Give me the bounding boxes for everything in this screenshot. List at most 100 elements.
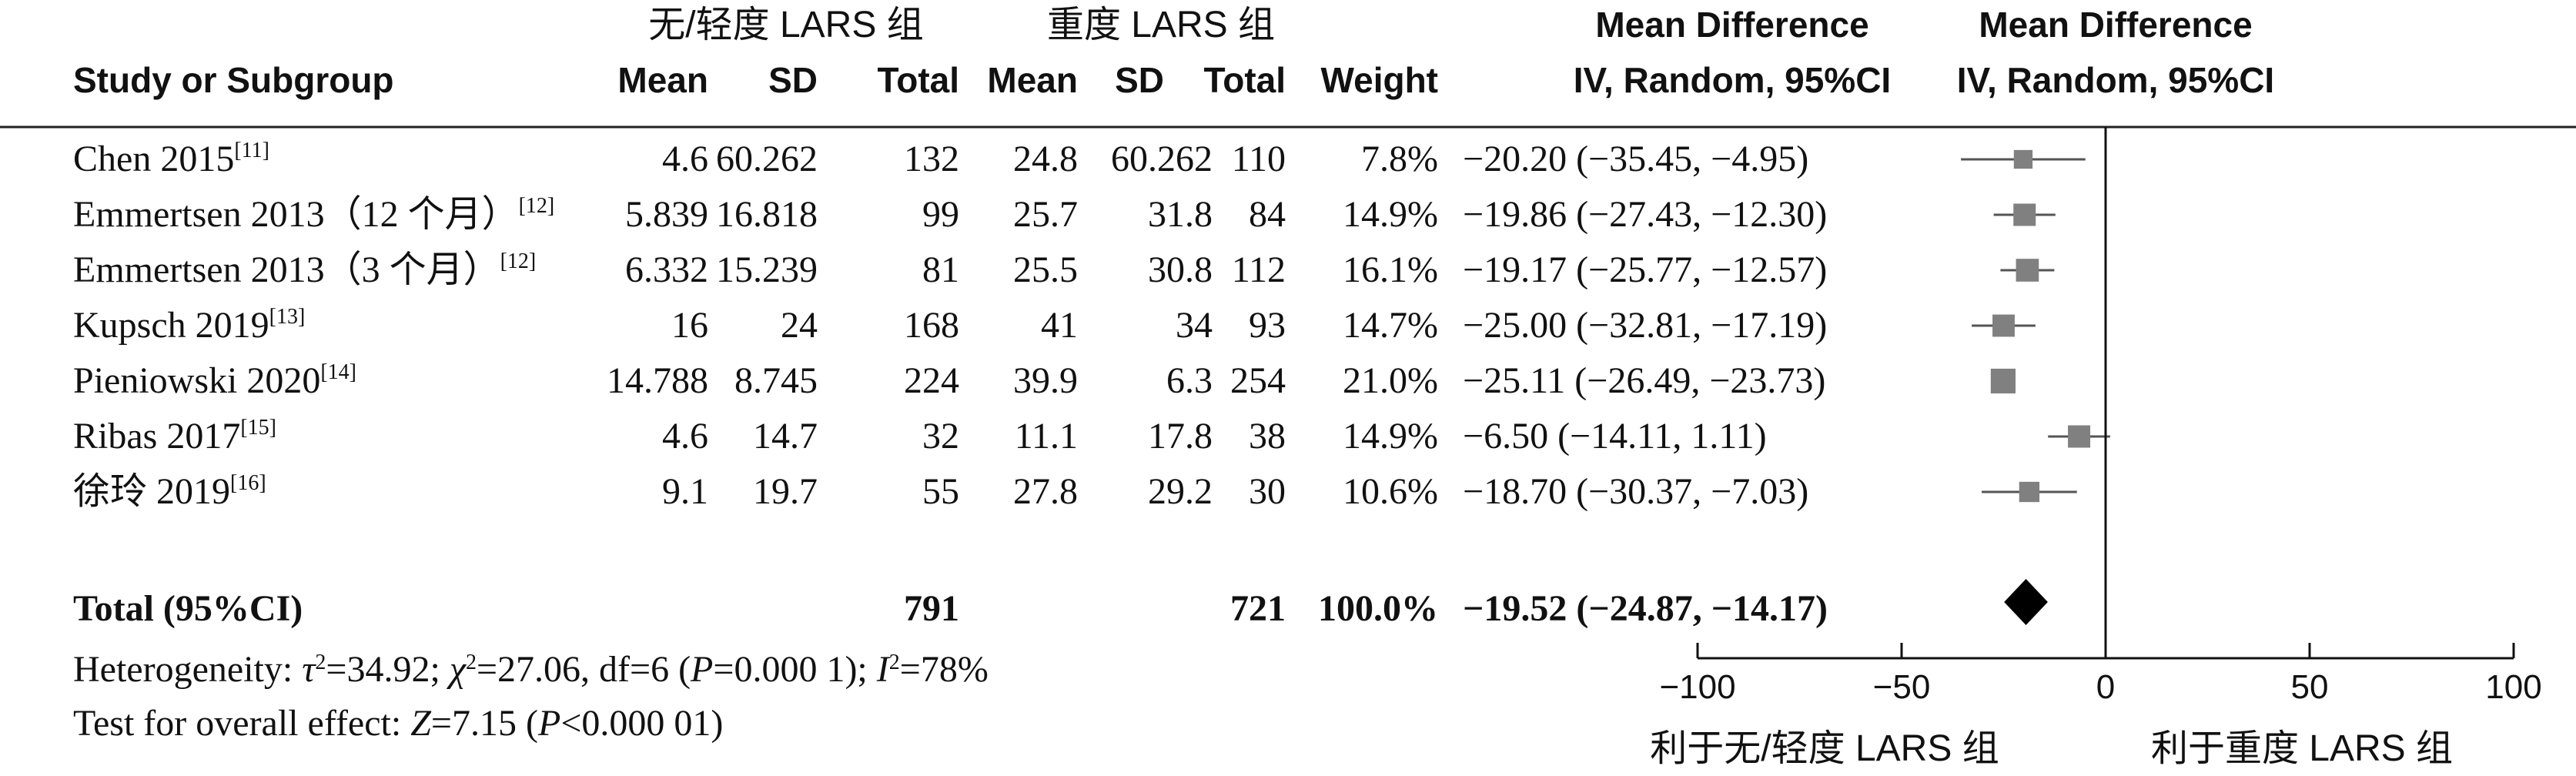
study-name: Chen 2015[11]: [73, 139, 269, 179]
favours-left-label: 利于无/轻度 LARS 组: [1650, 728, 1999, 769]
ci-text: −25.00 (−32.81, −17.19): [1463, 305, 1827, 346]
sd2-column-header: SD: [1115, 60, 1164, 100]
total-label: Total (95%CI): [73, 588, 303, 629]
total-n2: 721: [1230, 588, 1286, 629]
study-name: Emmertsen 2013（3 个月）[12]: [73, 249, 536, 290]
md-header-title: Mean Difference: [1595, 5, 1868, 45]
sd1-value: 8.745: [734, 360, 818, 401]
study-name: Kupsch 2019[13]: [73, 305, 305, 346]
mean1-value: 4.6: [662, 139, 708, 179]
mean1-value: 14.788: [607, 360, 708, 401]
mean1-value: 4.6: [662, 416, 708, 457]
ci-text: −19.17 (−25.77, −12.57): [1463, 249, 1827, 290]
mean1-column-header: Mean: [617, 60, 708, 100]
total2-value: 110: [1232, 139, 1286, 179]
ci-text: −20.20 (−35.45, −4.95): [1463, 139, 1808, 179]
effect-box: [1992, 314, 2015, 337]
study-name: Emmertsen 2013（12 个月）[12]: [73, 194, 554, 235]
ci-text: −25.11 (−26.49, −23.73): [1463, 360, 1825, 401]
effect-box: [2019, 481, 2040, 503]
total-weight: 100.0%: [1318, 588, 1438, 629]
mean2-column-header: Mean: [987, 60, 1078, 100]
x-tick-label: −50: [1873, 668, 1931, 706]
total1-value: 32: [922, 416, 959, 457]
study-name: Ribas 2017[15]: [73, 416, 276, 457]
mean1-value: 5.839: [625, 194, 708, 235]
sd2-value: 31.8: [1148, 194, 1213, 235]
total1-value: 55: [922, 471, 959, 512]
x-tick-label: 0: [2096, 668, 2115, 706]
mean2-value: 24.8: [1013, 139, 1078, 179]
sd2-value: 34: [1176, 305, 1213, 346]
md-column-header: IV, Random, 95%CI: [1574, 60, 1891, 100]
sd2-value: 6.3: [1166, 360, 1213, 401]
sd2-value: 29.2: [1148, 471, 1213, 512]
sd2-value: 60.262: [1111, 139, 1213, 179]
weight-value: 16.1%: [1343, 249, 1438, 290]
study-name: 徐玲 2019[16]: [73, 471, 266, 512]
total1-value: 168: [904, 305, 959, 346]
total2-value: 254: [1230, 360, 1286, 401]
weight-value: 10.6%: [1343, 471, 1438, 512]
weight-value: 14.9%: [1343, 416, 1438, 457]
total-n1: 791: [904, 588, 959, 629]
total1-column-header: Total: [878, 60, 959, 100]
mean1-value: 6.332: [625, 249, 708, 290]
study-column-header: Study or Subgroup: [73, 60, 394, 100]
total-ci-text: −19.52 (−24.87, −14.17): [1463, 588, 1828, 629]
sd1-value: 19.7: [753, 471, 818, 512]
ci-text: −18.70 (−30.37, −7.03): [1463, 471, 1808, 512]
sd2-value: 30.8: [1148, 249, 1213, 290]
mean1-value: 16: [671, 305, 708, 346]
overall-effect-text: Test for overall effect: Z=7.15 (P<0.000…: [73, 703, 723, 744]
sd1-value: 16.818: [716, 194, 818, 235]
ci-text: −6.50 (−14.11, 1.11): [1463, 416, 1767, 457]
total2-value: 30: [1249, 471, 1286, 512]
heterogeneity-text: Heterogeneity: τ2=34.92; χ2=27.06, df=6 …: [73, 649, 989, 690]
sd1-value: 24: [781, 305, 818, 346]
sd1-value: 15.239: [716, 249, 818, 290]
group2-header: 重度 LARS 组: [1047, 5, 1275, 45]
pooled-diamond: [2004, 579, 2048, 625]
total2-value: 112: [1232, 249, 1286, 290]
total2-value: 84: [1249, 194, 1286, 235]
total2-column-header: Total: [1204, 60, 1286, 100]
sd1-column-header: SD: [768, 60, 818, 100]
mean2-value: 25.7: [1013, 194, 1078, 235]
total1-value: 81: [922, 249, 959, 290]
study-name: Pieniowski 2020[14]: [73, 360, 356, 401]
x-tick-label: −100: [1659, 668, 1735, 706]
effect-box: [1990, 368, 2016, 394]
favours-right-label: 利于重度 LARS 组: [2151, 728, 2453, 769]
weight-value: 14.9%: [1343, 194, 1438, 235]
mean1-value: 9.1: [662, 471, 708, 512]
total2-value: 93: [1249, 305, 1286, 346]
effect-box: [2068, 425, 2091, 448]
plot-column-header: IV, Random, 95%CI: [1957, 60, 2274, 100]
mean2-value: 25.5: [1013, 249, 1078, 290]
x-tick-label: 50: [2291, 668, 2329, 706]
sd1-value: 14.7: [753, 416, 818, 457]
plot-area: −100 −50 0 50 100: [1659, 127, 2542, 706]
plot-header-title: Mean Difference: [1979, 5, 2252, 45]
ci-text: −19.86 (−27.43, −12.30): [1463, 194, 1827, 235]
weight-value: 7.8%: [1361, 139, 1438, 179]
total1-value: 132: [904, 139, 959, 179]
sd2-value: 17.8: [1148, 416, 1213, 457]
mean2-value: 41: [1041, 305, 1078, 346]
weight-value: 14.7%: [1343, 305, 1438, 346]
total1-value: 99: [922, 194, 959, 235]
group1-header: 无/轻度 LARS 组: [648, 5, 923, 45]
sd1-value: 60.262: [716, 139, 818, 179]
study-rows: Chen 2015[11] 4.6 60.262 132 24.8 60.262 110 7.…: [73, 139, 1827, 512]
total1-value: 224: [904, 360, 959, 401]
x-tick-label: 100: [2485, 668, 2541, 706]
effect-box: [2013, 149, 2033, 169]
effect-box: [2013, 203, 2036, 226]
weight-value: 21.0%: [1343, 360, 1438, 401]
mean2-value: 27.8: [1013, 471, 1078, 512]
mean2-value: 39.9: [1013, 360, 1078, 401]
effect-box: [2016, 259, 2039, 282]
total2-value: 38: [1249, 416, 1286, 457]
